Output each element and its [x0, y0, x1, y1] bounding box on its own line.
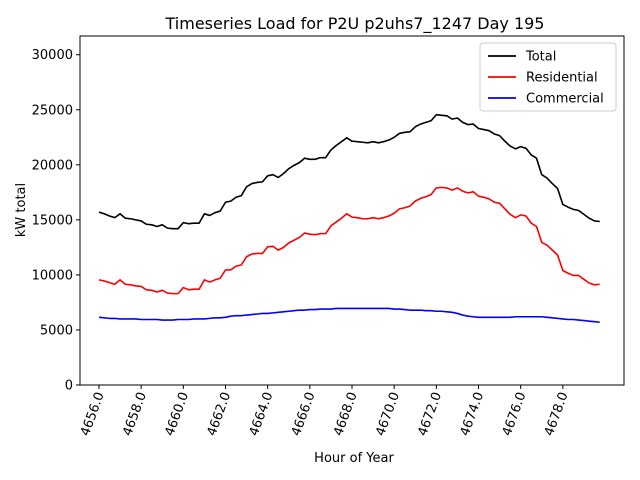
x-tick-label: 4658.0: [120, 390, 150, 438]
x-tick-label: 4678.0: [542, 390, 572, 438]
x-tick-label: 4674.0: [458, 390, 488, 438]
x-tick-label: 4662.0: [205, 390, 235, 438]
plot-frame: [79, 35, 625, 386]
y-tick-label: 20000: [32, 158, 73, 173]
x-tick-label: 4660.0: [162, 390, 192, 438]
series-line-total: [98, 113, 600, 230]
x-tick-label: 4664.0: [247, 390, 277, 438]
x-axis-ticks: 4656.0 4658.0 4660.0 4662.0 4664.0 4666.0 4668…: [78, 385, 572, 438]
y-tick-label: 0: [65, 379, 73, 394]
series-lines: [98, 113, 600, 324]
x-tick-label: 4670.0: [373, 390, 403, 438]
legend: Total Residential Commercial: [479, 42, 617, 112]
y-tick-label: 15000: [32, 213, 73, 228]
chart-title: Timeseries Load for P2U p2uhs7_1247 Day …: [165, 14, 545, 34]
legend-box: [479, 42, 617, 112]
y-tick-label: 25000: [32, 103, 73, 118]
x-tick-label: 4656.0: [78, 390, 108, 438]
y-tick-label: 30000: [32, 48, 73, 63]
legend-label-commercial: Commercial: [526, 92, 604, 107]
x-axis-label: Hour of Year: [314, 451, 394, 466]
y-axis-label: kW total: [14, 183, 29, 237]
legend-label-total: Total: [525, 50, 556, 65]
series-line-commercial: [98, 307, 600, 324]
legend-label-residential: Residential: [526, 71, 598, 86]
x-tick-label: 4672.0: [415, 390, 445, 438]
x-tick-label: 4666.0: [289, 390, 319, 438]
y-tick-label: 10000: [32, 268, 73, 283]
y-tick-label: 5000: [40, 323, 73, 338]
x-tick-label: 4668.0: [331, 390, 361, 438]
series-line-residential: [98, 186, 600, 295]
x-tick-label: 4676.0: [500, 390, 530, 438]
y-axis-ticks: 0 5000 10000 15000 20000 25000 30000: [32, 48, 80, 394]
